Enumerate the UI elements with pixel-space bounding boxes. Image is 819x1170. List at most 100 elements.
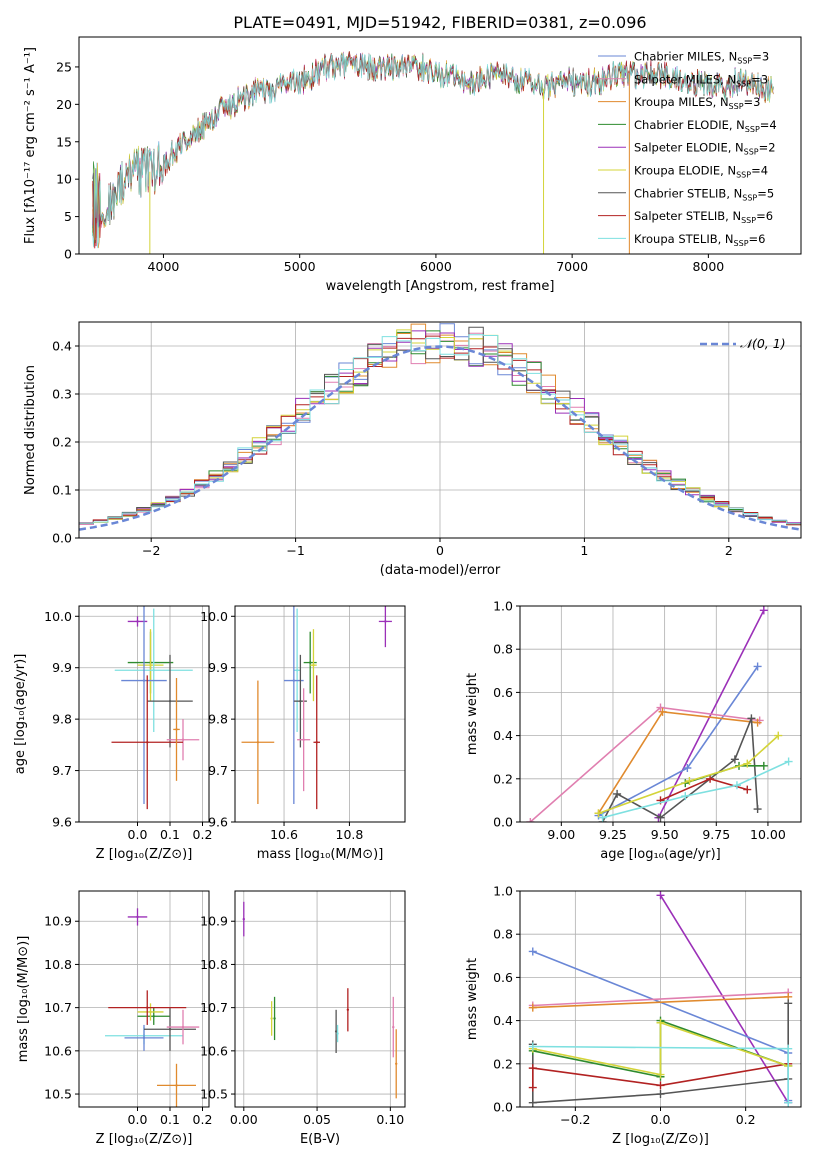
- x-axis-label: E(B-V): [300, 1132, 340, 1147]
- y-tick-label: 0.4: [52, 339, 72, 354]
- y-tick-label: 0.0: [52, 531, 72, 546]
- y-tick-label: 9.8: [52, 712, 72, 727]
- series-marker: [732, 781, 741, 790]
- y-tick-label: 10.9: [44, 914, 72, 929]
- data-point: [334, 1030, 338, 1033]
- series-marker: [683, 764, 692, 772]
- y-axis-label: mass weight: [465, 673, 480, 755]
- series-marker: [656, 1090, 665, 1099]
- series-line: [532, 996, 789, 1009]
- weight_vs_age-panel: 9.00 9.25 9.50 9.75 10.00 0.0 0.2 0.4 0.6 0.8 1.0 a…: [465, 599, 802, 862]
- normal-curve: [79, 345, 801, 531]
- series-marker: [528, 1003, 537, 1012]
- axes-frame: [234, 605, 406, 823]
- points: [242, 901, 398, 1099]
- y-tick-label: 10.6: [200, 1043, 228, 1058]
- x-tick-label: 6000: [420, 259, 452, 274]
- points: [111, 606, 200, 810]
- series-marker: [774, 731, 783, 740]
- legend-label: Kroupa MILES, NSSP=3: [634, 95, 760, 111]
- y-tick-label: 0.2: [52, 435, 72, 450]
- x-tick-label: 1: [580, 543, 588, 558]
- x-tick-label: 10.00: [750, 827, 786, 842]
- x-axis-label: Z [log₁₀(Z/Z⊙)]: [96, 1132, 193, 1147]
- data-point: [242, 917, 245, 921]
- x-tick-label: 8000: [692, 259, 724, 274]
- axes-frame: [78, 605, 210, 823]
- series: [526, 606, 793, 822]
- y-tick-label: 10.7: [200, 1000, 228, 1015]
- series-marker: [528, 1083, 537, 1092]
- y-axis-label: Normed distribution: [23, 365, 38, 495]
- x-axis-label: Z [log₁₀(Z/Z⊙)]: [612, 1132, 709, 1147]
- figure-title: PLATE=0491, MJD=51942, FIBERID=0381, z=0…: [233, 13, 646, 32]
- y-tick-label: 10: [56, 172, 72, 187]
- series-line: [601, 718, 759, 822]
- x-tick-label: −1: [286, 543, 304, 558]
- series-marker: [759, 606, 768, 615]
- axes-frame: [519, 890, 802, 1108]
- series-marker: [784, 999, 793, 1008]
- legend-label: Salpeter MILES, NSSP=3: [634, 72, 768, 88]
- y-tick-label: 0.0: [493, 1100, 513, 1115]
- y-tick-label: 0.4: [493, 728, 513, 743]
- data-point: [181, 738, 185, 741]
- legend-label: Salpeter STELIB, NSSP=6: [634, 209, 773, 225]
- legend: Chabrier MILES, NSSP=3 Salpeter MILES, NS…: [598, 50, 777, 248]
- x-tick-label: 7000: [556, 259, 588, 274]
- spectrum-lines: [92, 51, 774, 254]
- y-tick-label: 20: [56, 97, 72, 112]
- legend-label: 𝒩(0, 1): [740, 336, 786, 351]
- mass_vs_ebv-panel: 0.00 0.05 0.10 10.5 10.6 10.7 10.8 10.9 E(B-V): [200, 890, 406, 1147]
- y-tick-label: 10.5: [44, 1087, 72, 1102]
- series-marker: [613, 789, 622, 798]
- series-marker: [528, 947, 537, 956]
- legend-label: Salpeter ELODIE, NSSP=2: [634, 141, 776, 157]
- x-tick-label: 0.1: [160, 1112, 180, 1127]
- series-marker: [759, 761, 768, 770]
- x-tick-label: 0.0: [128, 827, 148, 842]
- y-tick-label: 0.4: [493, 1013, 513, 1028]
- x-tick-label: 0.05: [303, 1112, 331, 1127]
- series-marker: [753, 662, 762, 671]
- y-tick-label: 25: [56, 59, 72, 74]
- series-marker: [526, 818, 535, 822]
- data-point: [136, 620, 139, 623]
- series-marker: [784, 1098, 793, 1107]
- x-axis-label: mass [log₁₀(M/M⊙)]: [257, 847, 384, 862]
- legend-label: Kroupa ELODIE, NSSP=4: [634, 164, 768, 180]
- x-tick-label: 2: [725, 543, 733, 558]
- x-tick-label: 4000: [148, 259, 180, 274]
- series-marker: [656, 703, 665, 712]
- x-tick-label: 0.2: [736, 1112, 756, 1127]
- x-tick-label: 5000: [284, 259, 316, 274]
- data-point: [175, 728, 178, 731]
- x-tick-label: 0: [436, 543, 444, 558]
- data-point: [395, 1062, 398, 1066]
- data-point: [168, 699, 172, 703]
- y-tick-label: 10.7: [44, 1000, 72, 1015]
- points: [105, 908, 200, 1107]
- data-point: [175, 1084, 178, 1087]
- x-tick-label: 0.0: [128, 1112, 148, 1127]
- y-tick-label: 0.6: [493, 970, 513, 985]
- x-tick-label: 9.00: [547, 827, 575, 842]
- y-axis-label: mass [log₁₀(M/M⊙)]: [16, 936, 31, 1063]
- series-marker: [784, 757, 793, 766]
- y-tick-label: 9.9: [208, 660, 228, 675]
- series-marker: [730, 755, 739, 764]
- age_vs_Z-panel: 0.0 0.1 0.2 9.6 9.7 9.8 9.9 10.0 Z [log₁₀(Z/Z⊙)]…: [13, 605, 212, 862]
- series-marker: [685, 776, 694, 785]
- data-point: [256, 741, 260, 744]
- x-tick-label: −0.2: [560, 1112, 590, 1127]
- x-tick-label: 10.6: [270, 827, 298, 842]
- y-tick-label: 0.0: [493, 815, 513, 830]
- x-tick-label: 0.2: [193, 1112, 213, 1127]
- series-marker: [594, 809, 603, 818]
- spectrum-panel: 4000 5000 6000 7000 8000 0 5 10 15 20 25 wavelength…: [23, 36, 802, 294]
- data-point: [299, 699, 302, 703]
- series-marker: [656, 1018, 665, 1027]
- panels: 4000 5000 6000 7000 80000510152025wavelength…: [13, 36, 802, 1147]
- axes-frame: [519, 605, 802, 823]
